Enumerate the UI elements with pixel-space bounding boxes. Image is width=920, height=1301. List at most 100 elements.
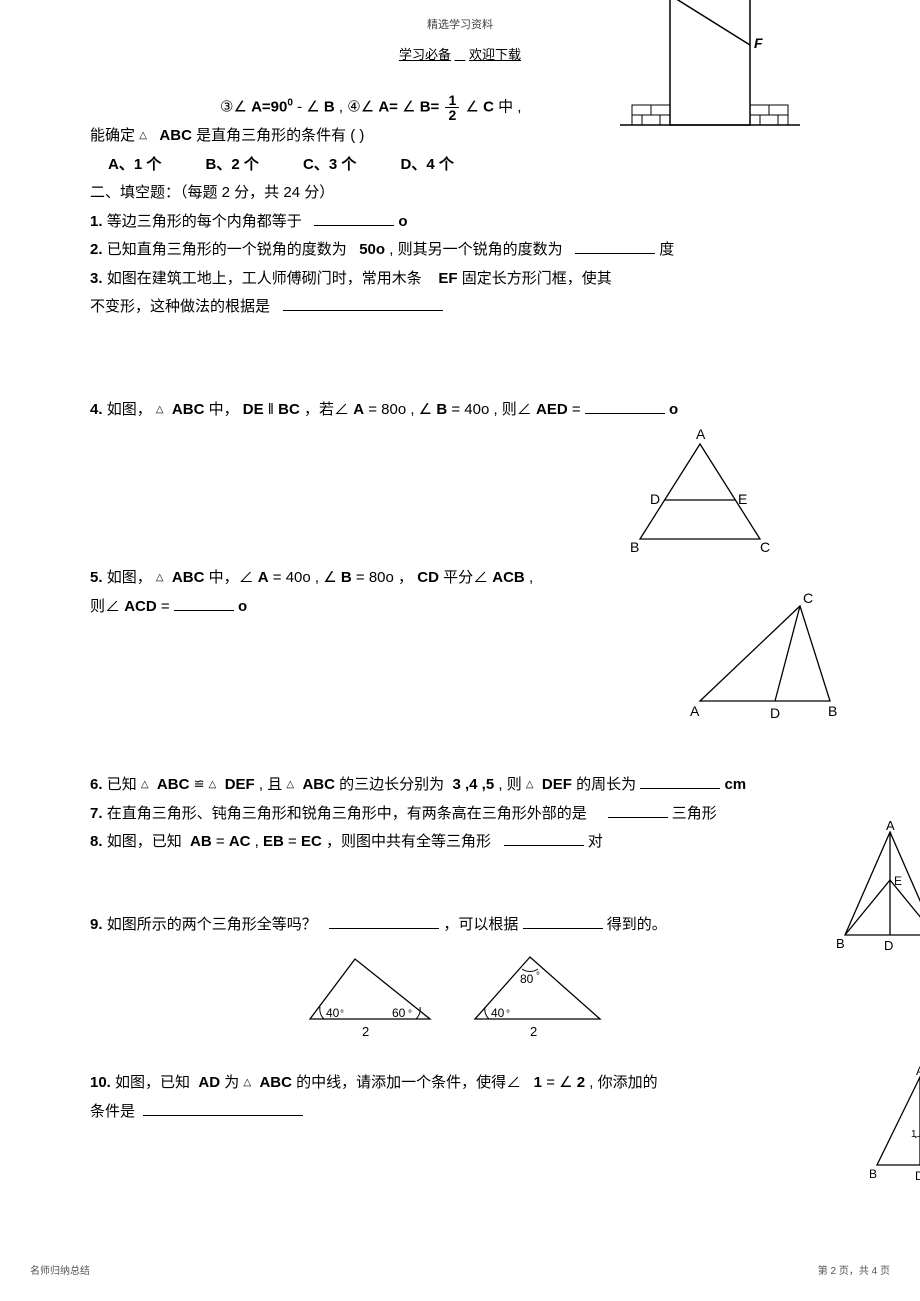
- q7-num: 7.: [90, 805, 103, 822]
- svg-text:°: °: [536, 971, 540, 982]
- det-abc2: ABC: [159, 127, 192, 144]
- top-equation-line: ③∠ A=900 - ∠ B , ④∠ A= ∠ B= 1 2 ∠ C 中 ,: [90, 93, 830, 122]
- svg-text:°: °: [408, 1009, 412, 1020]
- q5-eq80: = 80o: [356, 569, 394, 586]
- frac-den: 2: [445, 108, 459, 122]
- q6: 6. 已知 △ ABC ≌ △ DEF , 且 △ ABC 的三边长分别为 3 …: [90, 771, 830, 800]
- q1: 1. 等边三角形的每个内角都等于 o: [90, 208, 830, 237]
- q8-eq2: =: [288, 833, 301, 850]
- A-eq: A=: [378, 98, 398, 115]
- minus: - ∠: [297, 98, 320, 115]
- q10-triangle-figure: A 1 2 B D C: [865, 1065, 920, 1185]
- q5-tri: △: [156, 572, 164, 583]
- q5-t4: ，: [398, 569, 413, 586]
- q7-suffix: 三角形: [672, 805, 717, 822]
- header-right: 欢迎下载: [469, 47, 521, 62]
- q9-blank2: [523, 914, 603, 929]
- q9-t2: ，可以根据: [443, 916, 518, 933]
- q3-t1: 如图在建筑工地上，工人师傅砌门时，常用木条: [107, 270, 422, 287]
- q4-t4: , ∠: [410, 401, 432, 418]
- det-abc: [151, 127, 155, 144]
- q8-triangle-figure: A E B D C: [830, 820, 920, 960]
- q6-nums: 3 ,4 ,5: [452, 776, 494, 793]
- q1-suffix: o: [398, 213, 407, 230]
- det-rest: 是直角三角形的条件有 ( ): [196, 127, 364, 144]
- q2-t2: , 则其另一个锐角的度数为: [389, 241, 562, 258]
- q10-l2: 条件是: [90, 1103, 135, 1120]
- svg-text:B: B: [828, 703, 837, 719]
- q6-tri3: △: [286, 779, 294, 790]
- q6-suffix: cm: [724, 776, 746, 793]
- svg-text:40: 40: [491, 1006, 505, 1020]
- q1-num: 1.: [90, 213, 103, 230]
- svg-text:A: A: [916, 1065, 920, 1078]
- q4-t3: ，若∠: [304, 401, 349, 418]
- q9-t1: 如图所示的两个三角形全等吗？: [107, 916, 317, 933]
- tri-icon: △: [139, 130, 147, 141]
- q6-abc2: ABC: [302, 776, 335, 793]
- options-row: A、1 个 B、2 个 C、3 个 D、4 个: [90, 151, 830, 180]
- q4-par: ‖: [268, 401, 274, 418]
- comma-angle: , ④∠: [339, 98, 374, 115]
- q5-eq40: = 40o: [273, 569, 311, 586]
- q9-num: 9.: [90, 916, 103, 933]
- option-a: A、1 个: [108, 151, 161, 180]
- svg-text:°: °: [506, 1009, 510, 1020]
- svg-text:1: 1: [911, 1129, 917, 1140]
- q5-t5: 平分∠: [443, 569, 488, 586]
- q4-t5: , 则∠: [493, 401, 531, 418]
- section-2-header: 二、填空题：（每题 2 分，共 24 分）: [90, 179, 830, 208]
- q1-text: 等边三角形的每个内角都等于: [107, 213, 302, 230]
- svg-text:2: 2: [362, 1024, 369, 1039]
- A-eq-90: A=90: [251, 98, 287, 115]
- q8-suffix: 对: [588, 833, 603, 850]
- fraction-half: 1 2: [445, 93, 459, 122]
- q8: 8. 如图，已知 AB = AC , EB = EC ，则图中共有全等三角形 对: [90, 828, 830, 857]
- q8-t1: 如图，已知: [107, 833, 182, 850]
- q10-t1: 如图，已知: [115, 1074, 190, 1091]
- q6-def2: DEF: [542, 776, 572, 793]
- q5-l2-prefix: 则∠: [90, 598, 120, 615]
- q10-tri: △: [243, 1077, 251, 1088]
- q6-abc: ABC: [157, 776, 190, 793]
- header-underscore: [455, 47, 466, 62]
- svg-text:D: D: [915, 1169, 920, 1183]
- B1: B: [324, 98, 335, 115]
- q6-tri1: △: [141, 779, 149, 790]
- q4-eq40: = 40o: [451, 401, 489, 418]
- q8-ac: AC: [229, 833, 251, 850]
- C: C: [483, 98, 494, 115]
- q3: 3. 如图在建筑工地上，工人师傅砌门时，常用木条 EF 固定长方形门框，使其: [90, 265, 830, 294]
- svg-text:D: D: [770, 705, 780, 721]
- q8-num: 8.: [90, 833, 103, 850]
- q10-eq: = ∠: [546, 1074, 572, 1091]
- q6-tri4: △: [526, 779, 534, 790]
- q7: 7. 在直角三角形、钝角三角形和锐角三角形中，有两条高在三角形外部的是 三角形: [90, 800, 830, 829]
- q9-blank1: [329, 914, 439, 929]
- q6-t5: 的周长为: [576, 776, 636, 793]
- q3-num: 3.: [90, 270, 103, 287]
- q2-val: 50o: [359, 241, 385, 258]
- q4-a: A: [353, 401, 364, 418]
- q5-cd: CD: [417, 569, 439, 586]
- q4-tri: △: [156, 404, 164, 415]
- content-area: E F ③∠ A=900 - ∠ B , ④∠ A= ∠ B= 1 2 ∠ C …: [0, 63, 920, 1166]
- svg-text:A: A: [690, 703, 700, 719]
- q10-blank: [143, 1101, 303, 1116]
- footer-left: 名师归纳总结: [30, 1262, 90, 1277]
- footer-right: 第 2 页，共 4 页: [818, 1262, 890, 1277]
- q2: 2. 已知直角三角形的一个锐角的度数为 50o , 则其另一个锐角的度数为 度: [90, 236, 830, 265]
- q7-blank: [608, 803, 668, 818]
- q9-two-triangles: 40 ° 60 ° 2 80 ° 40 ° 2: [300, 939, 620, 1044]
- q2-blank: [575, 239, 655, 254]
- svg-text:60: 60: [392, 1006, 406, 1020]
- q10-t4: , 你添加的: [589, 1074, 657, 1091]
- svg-text:°: °: [340, 1009, 344, 1020]
- det-prefix: 能确定: [90, 127, 135, 144]
- q8-eb: EB: [263, 833, 284, 850]
- determine-line: 能确定 △ ABC 是直角三角形的条件有 ( ): [90, 122, 830, 151]
- B2: B=: [420, 98, 440, 115]
- end: 中 ,: [498, 98, 521, 115]
- q4-t1: 如图，: [107, 401, 156, 418]
- svg-text:C: C: [803, 590, 813, 606]
